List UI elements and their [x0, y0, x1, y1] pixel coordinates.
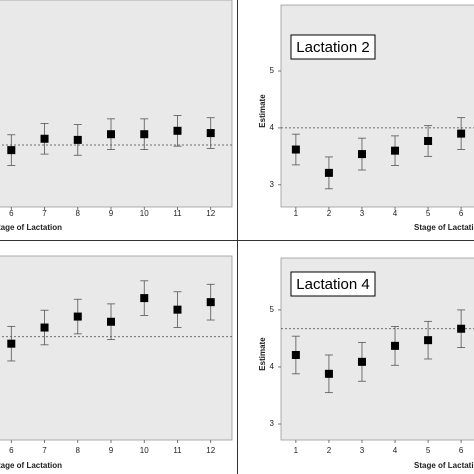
- y-axis-title: Estimate: [258, 94, 267, 128]
- point: [357, 150, 366, 159]
- point: [7, 146, 16, 155]
- point: [424, 336, 433, 345]
- point: [424, 136, 433, 145]
- point: [206, 298, 215, 307]
- x-tick-label: 10: [140, 209, 149, 218]
- plot-background: [0, 0, 233, 208]
- point: [140, 294, 149, 303]
- point: [457, 324, 466, 333]
- x-tick-label: 4: [393, 446, 398, 455]
- point: [291, 145, 300, 154]
- x-tick-label: 2: [327, 446, 332, 455]
- x-tick-label: 11: [173, 446, 182, 455]
- point: [324, 369, 333, 378]
- x-tick-label: 6: [9, 446, 14, 455]
- point: [173, 305, 182, 314]
- x-tick-label: 8: [76, 209, 81, 218]
- x-tick-label: 3: [360, 209, 365, 218]
- point: [457, 129, 466, 138]
- y-tick-label: 3: [270, 419, 275, 428]
- point: [391, 146, 400, 155]
- x-tick-label: 7: [42, 446, 47, 455]
- point: [206, 129, 215, 138]
- point: [73, 312, 82, 321]
- y-tick-label: 5: [270, 305, 275, 314]
- point: [324, 168, 333, 177]
- x-axis-title: Stage of Lactation: [0, 223, 62, 232]
- x-tick-label: 2: [327, 209, 332, 218]
- y-axis-title: Estimate: [258, 337, 267, 371]
- point: [291, 350, 300, 359]
- y-tick-label: 3: [270, 180, 275, 189]
- point: [7, 339, 16, 348]
- x-tick-label: 7: [42, 209, 47, 218]
- x-tick-label: 1: [294, 446, 299, 455]
- x-tick-label: 3: [360, 446, 365, 455]
- point: [140, 130, 149, 139]
- x-tick-label: 6: [459, 209, 464, 218]
- x-tick-label: 4: [393, 209, 398, 218]
- x-axis-title: Stage of Lactation: [414, 223, 474, 232]
- x-tick-label: 9: [109, 209, 114, 218]
- panel-title: Lactation 4: [296, 276, 369, 293]
- point: [73, 135, 82, 144]
- x-tick-label: 11: [173, 209, 182, 218]
- point: [107, 317, 116, 326]
- x-tick-label: 5: [426, 209, 431, 218]
- x-axis-title: Stage of Lactation: [414, 461, 474, 470]
- x-tick-label: 9: [109, 446, 114, 455]
- y-tick-label: 4: [270, 362, 275, 371]
- point: [357, 357, 366, 366]
- x-tick-label: 12: [206, 209, 215, 218]
- y-tick-label: 4: [270, 123, 275, 132]
- point: [391, 341, 400, 350]
- x-tick-label: 6: [459, 446, 464, 455]
- x-tick-label: 12: [206, 446, 215, 455]
- x-axis-title: Stage of Lactation: [0, 461, 62, 470]
- point: [107, 130, 116, 139]
- plot-background: [0, 255, 233, 441]
- point: [173, 126, 182, 135]
- x-tick-label: 1: [294, 209, 299, 218]
- x-tick-label: 6: [9, 209, 14, 218]
- x-tick-label: 8: [76, 446, 81, 455]
- y-tick-label: 5: [270, 66, 275, 75]
- title-box: [290, 34, 376, 60]
- point: [40, 323, 49, 332]
- x-tick-label: 5: [426, 446, 431, 455]
- panel-title: Lactation 2: [296, 39, 369, 56]
- title-box: [290, 271, 376, 297]
- point: [40, 134, 49, 143]
- x-tick-label: 10: [140, 446, 149, 455]
